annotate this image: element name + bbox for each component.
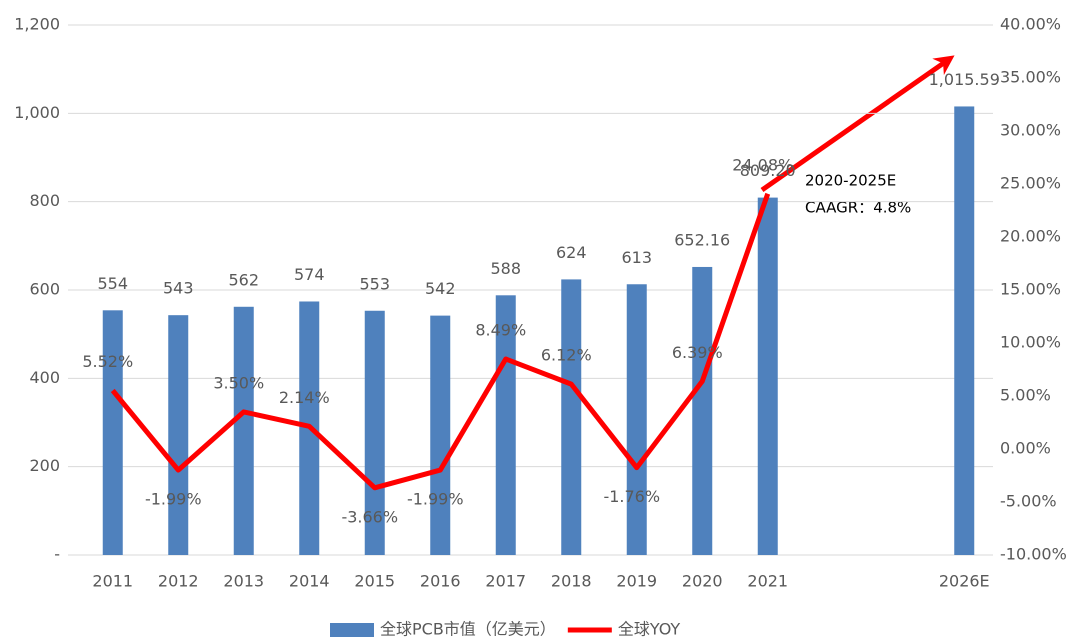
y2-tick-label: 25.00% — [1000, 174, 1061, 193]
line-value-label: 6.12% — [541, 346, 592, 365]
x-tick-label: 2018 — [551, 572, 592, 591]
x-tick-label: 2016 — [420, 572, 461, 591]
line-value-label: -1.76% — [603, 487, 660, 506]
line-value-label: 5.52% — [82, 352, 133, 371]
legend-label: 全球YOY — [618, 620, 681, 639]
x-tick-label: 2013 — [223, 572, 264, 591]
bar — [757, 197, 778, 555]
x-tick-label: 2026E — [939, 572, 990, 591]
y-tick-label: - — [54, 545, 60, 564]
line-value-label: -1.99% — [407, 490, 464, 509]
bar — [168, 315, 189, 555]
bar-value-label: 553 — [359, 274, 390, 293]
bar-value-label: 652.16 — [674, 230, 730, 249]
y2-tick-label: -10.00% — [1000, 545, 1067, 564]
line-value-label: 3.50% — [213, 373, 264, 392]
yoy-line — [110, 192, 771, 491]
bar-value-label: 624 — [556, 243, 587, 262]
bar-value-label: 574 — [294, 265, 325, 284]
bar-value-label: 542 — [425, 279, 456, 298]
x-tick-label: 2015 — [354, 572, 395, 591]
x-tick-label: 2011 — [92, 572, 133, 591]
line-value-label: 2.14% — [279, 388, 330, 407]
bar-value-label: 562 — [228, 270, 259, 289]
x-tick-label: 2020 — [682, 572, 723, 591]
legend-swatch — [330, 623, 374, 637]
annotation: 2020-2025E — [805, 172, 896, 190]
x-tick-label: 2012 — [158, 572, 199, 591]
x-tick-label: 2021 — [747, 572, 788, 591]
y2-tick-label: -5.00% — [1000, 492, 1057, 511]
bar — [626, 284, 647, 555]
bar-value-label: 543 — [163, 279, 194, 298]
line-value-label: 24.08% — [732, 155, 793, 174]
line-value-label: -3.66% — [341, 507, 398, 526]
y-tick-label: 800 — [29, 191, 60, 210]
bar-value-label: 1,015.59 — [929, 70, 1000, 89]
y-tick-label: 600 — [29, 280, 60, 299]
y2-tick-label: 35.00% — [1000, 68, 1061, 87]
bar-value-label: 554 — [97, 274, 128, 293]
bar — [692, 266, 713, 555]
bar-value-label: 588 — [490, 259, 521, 278]
bar-value-label: 809.20 — [740, 161, 796, 180]
x-tick-label: 2019 — [616, 572, 657, 591]
y-tick-label: 1,000 — [14, 103, 60, 122]
x-tick-label: 2014 — [289, 572, 330, 591]
annotation: CAAGR：4.8% — [805, 199, 911, 217]
line-value-label: -1.99% — [145, 490, 202, 509]
legend-label: 全球PCB市值（亿美元） — [380, 620, 556, 639]
bar-value-label: 613 — [621, 248, 652, 267]
bar — [430, 315, 451, 555]
bar — [561, 279, 582, 555]
y2-tick-label: 40.00% — [1000, 15, 1061, 34]
bar — [233, 306, 254, 555]
line-value-label: 8.49% — [475, 321, 526, 340]
bar — [364, 310, 385, 555]
y2-tick-label: 10.00% — [1000, 333, 1061, 352]
y2-tick-label: 20.00% — [1000, 227, 1061, 246]
y2-tick-label: 0.00% — [1000, 439, 1051, 458]
bar — [102, 310, 123, 555]
y2-tick-label: 30.00% — [1000, 121, 1061, 140]
line-value-label: 6.39% — [672, 343, 723, 362]
bar — [954, 106, 975, 555]
y2-tick-label: 15.00% — [1000, 280, 1061, 299]
y-tick-label: 200 — [29, 456, 60, 475]
x-tick-label: 2017 — [485, 572, 526, 591]
y-tick-label: 400 — [29, 368, 60, 387]
y-tick-label: 1,200 — [14, 15, 60, 34]
y2-tick-label: 5.00% — [1000, 386, 1051, 405]
trend-arrow — [760, 55, 955, 193]
